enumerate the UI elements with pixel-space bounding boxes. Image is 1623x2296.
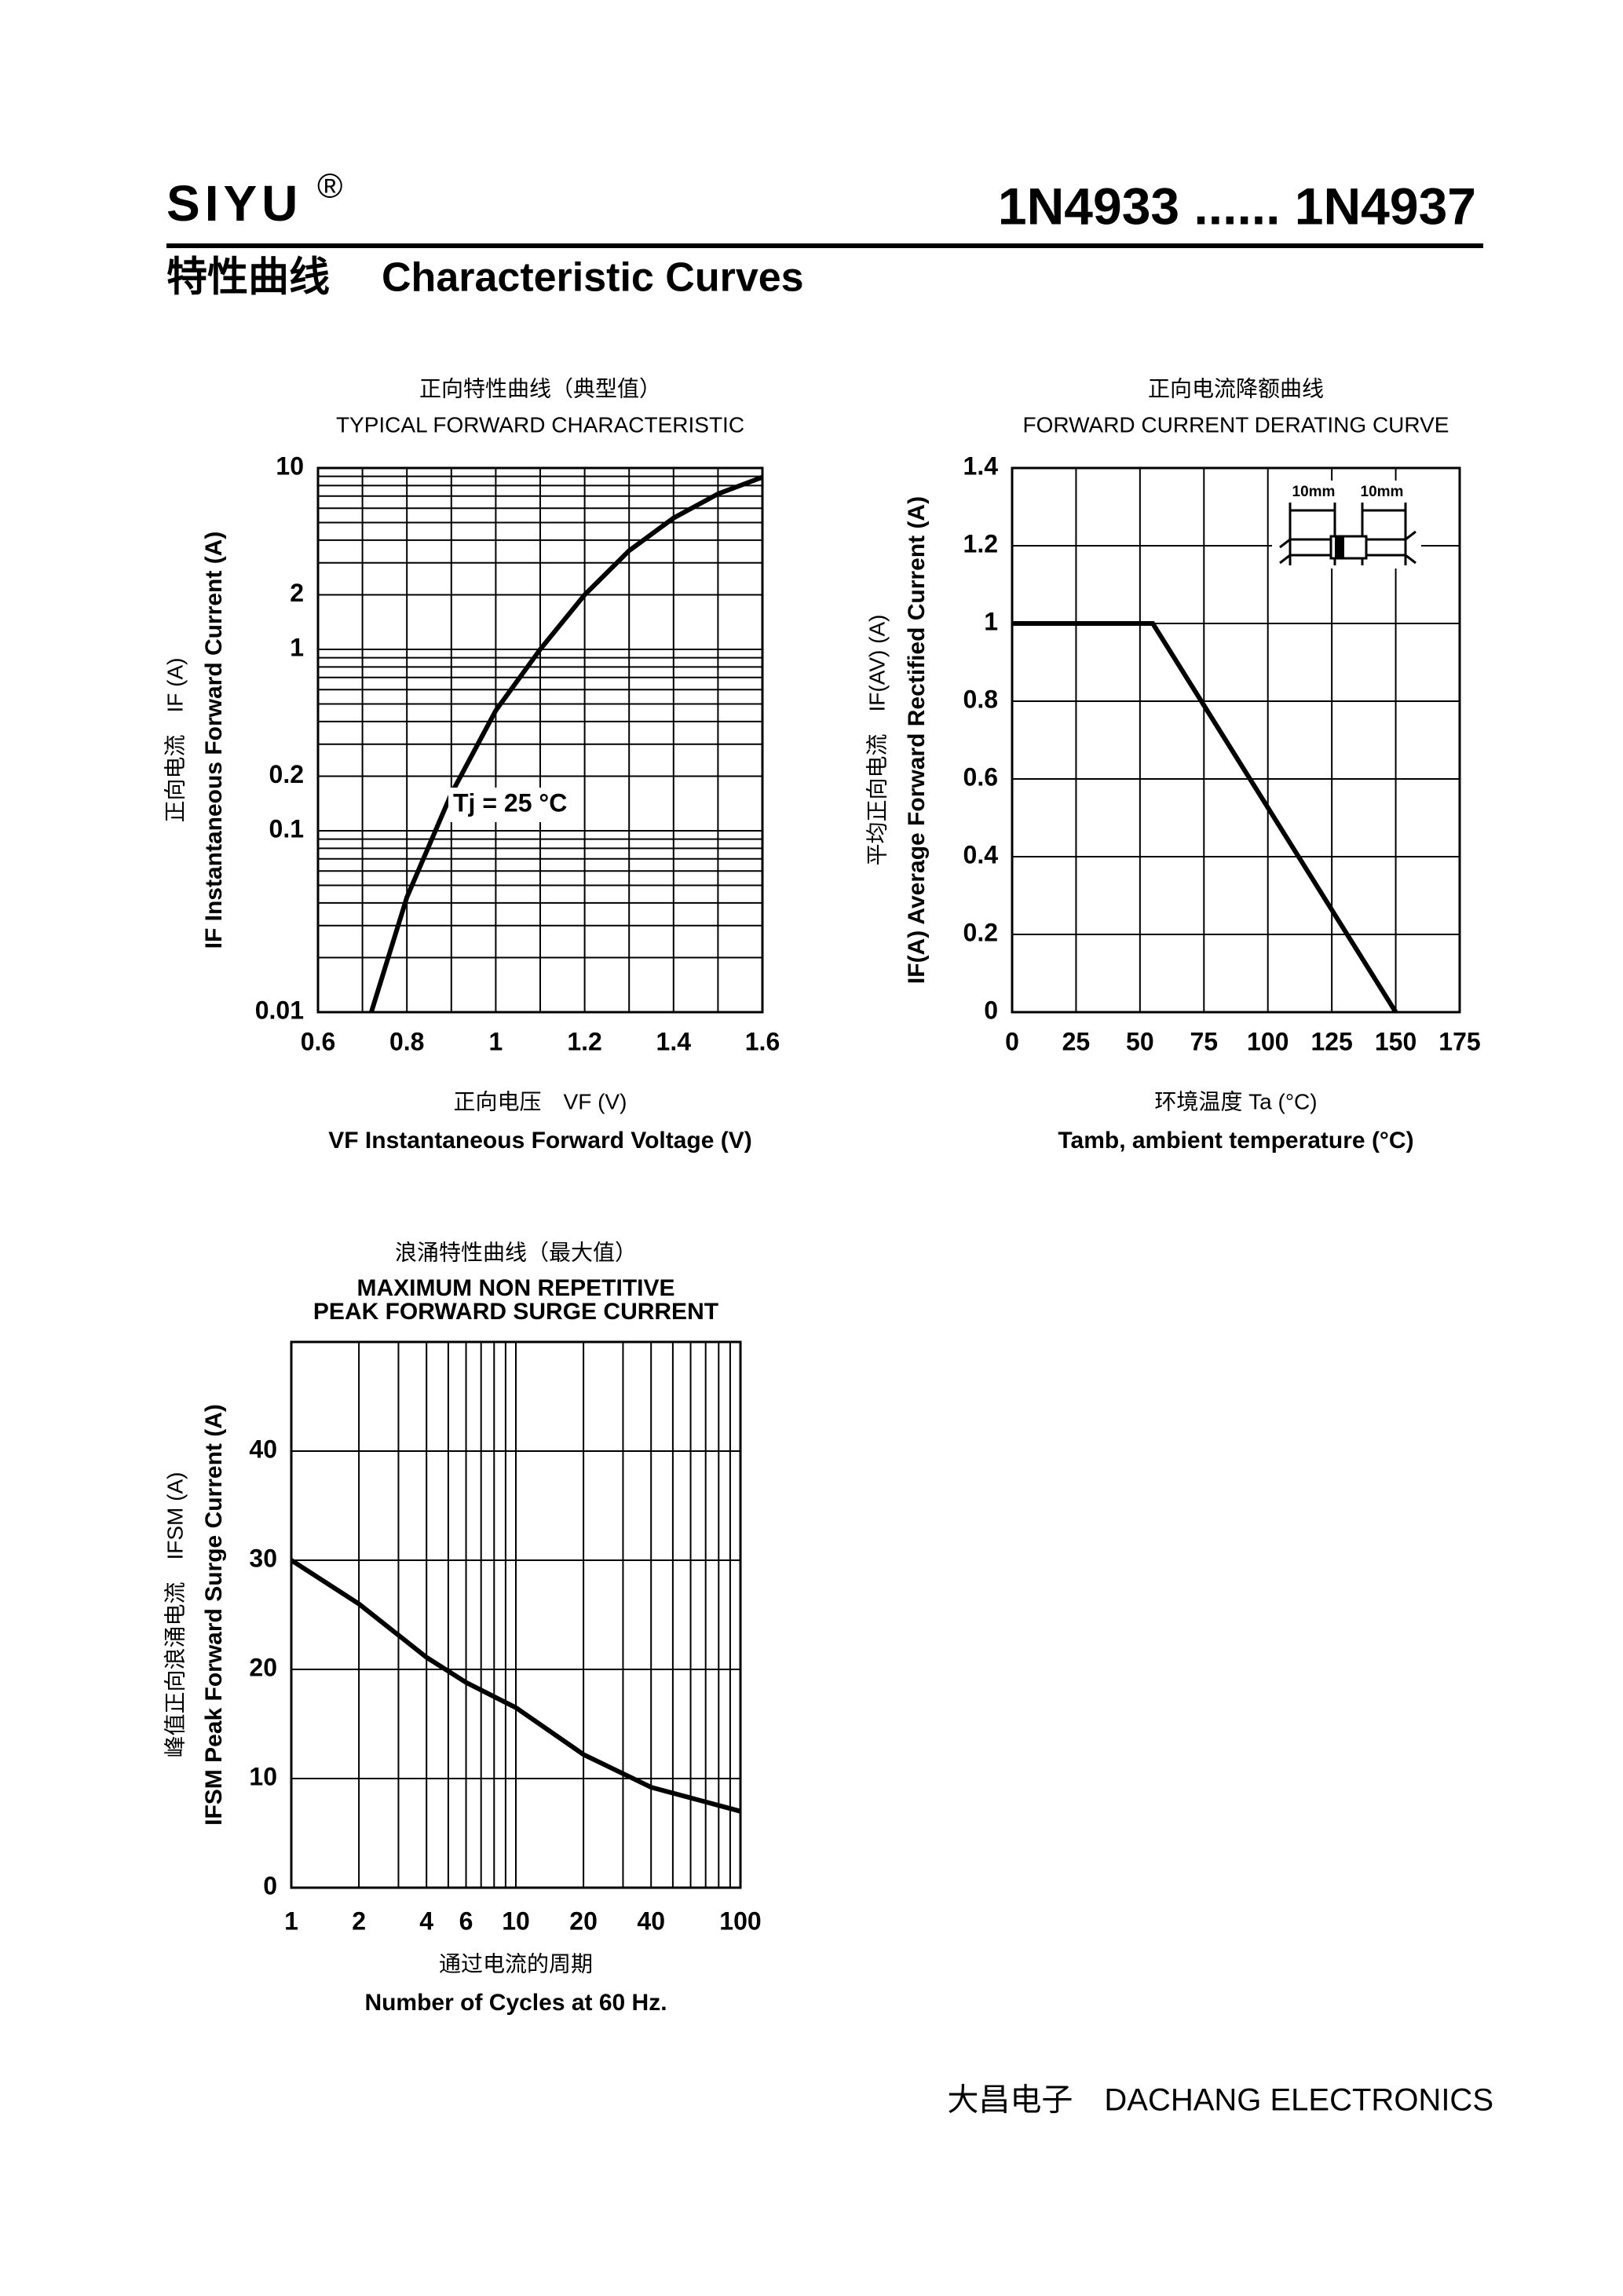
inset-label: 10mm xyxy=(1361,484,1404,500)
x-tick-label: 1 xyxy=(284,1907,298,1935)
x-tick-label: 40 xyxy=(637,1907,665,1935)
registered-mark: ® xyxy=(317,167,342,206)
y-tick-label: 2 xyxy=(290,579,304,607)
x-tick-label: 1 xyxy=(489,1027,503,1055)
inset-hatch xyxy=(1279,538,1291,549)
x-tick-label: 75 xyxy=(1190,1027,1218,1055)
x-tick-label: 0.6 xyxy=(301,1027,335,1055)
x-axis-label: Tamb, ambient temperature (°C) xyxy=(1058,1128,1413,1153)
diode-band xyxy=(1335,536,1344,558)
y-tick-label: 0.1 xyxy=(269,814,304,843)
y-axis-label: 峰值正向浪涌电流 IFSM (A) xyxy=(163,1472,187,1758)
plot-frame xyxy=(1011,466,1461,1014)
x-axis-label: 通过电流的周期 xyxy=(439,1951,593,1976)
y-tick-label: 0.01 xyxy=(255,996,304,1024)
x-tick-label: 100 xyxy=(719,1907,761,1935)
annotation: Tj = 25 °C xyxy=(453,788,567,817)
x-axis-label: Number of Cycles at 60 Hz. xyxy=(364,1990,667,2016)
y-tick-label: 0 xyxy=(984,996,998,1024)
x-tick-label: 1.2 xyxy=(567,1027,601,1055)
inset-hatch xyxy=(1405,530,1416,541)
part-range: 1N4933 ...... 1N4937 xyxy=(998,177,1476,235)
y-axis-label: IF(A) Average Forward Rectified Current … xyxy=(904,496,930,984)
y-tick-label: 1 xyxy=(984,607,998,635)
x-tick-label: 0.8 xyxy=(389,1027,424,1055)
footer: 大昌电子 DACHANG ELECTRONICS xyxy=(947,2083,1493,2118)
chart-title: FORWARD CURRENT DERATING CURVE xyxy=(1023,412,1449,437)
chart-title: TYPICAL FORWARD CHARACTERISTIC xyxy=(336,412,744,437)
section-title-cn: 特性曲线 xyxy=(166,255,330,301)
y-axis-label: IFSM Peak Forward Surge Current (A) xyxy=(201,1404,227,1826)
chart-title: MAXIMUM NON REPETITIVE xyxy=(356,1275,674,1301)
y-tick-label: 10 xyxy=(249,1762,277,1790)
curve xyxy=(1012,621,1398,1014)
chart: 0.6 0.8 1 1.2 1.4 1.6 10 2 1 0.2 0.1 0.01 正向特性曲线（典型值… xyxy=(163,376,780,1153)
curve xyxy=(369,474,764,1013)
x-tick-label: 175 xyxy=(1438,1027,1480,1055)
chart-title: 浪涌特性曲线（最大值） xyxy=(395,1240,637,1264)
y-tick-label: 1 xyxy=(290,633,304,661)
x-tick-label: 1.4 xyxy=(656,1027,692,1055)
chart-title: PEAK FORWARD SURGE CURRENT xyxy=(313,1299,718,1325)
x-tick-label: 2 xyxy=(352,1907,366,1935)
mounting-inset: 10mm 10mm xyxy=(1272,481,1421,569)
x-tick-label: 20 xyxy=(569,1907,598,1935)
x-axis-label: 环境温度 Ta (°C) xyxy=(1154,1089,1317,1113)
x-axis-label: VF Instantaneous Forward Voltage (V) xyxy=(328,1128,752,1153)
x-tick-label: 6 xyxy=(459,1907,473,1935)
curve xyxy=(290,1558,741,1814)
annotation-bg xyxy=(448,788,580,822)
y-tick-label: 10 xyxy=(276,452,304,480)
x-tick-label: 125 xyxy=(1310,1027,1352,1055)
y-tick-label: 0 xyxy=(263,1871,277,1899)
y-tick-label: 30 xyxy=(249,1544,277,1572)
y-tick-label: 0.2 xyxy=(963,918,998,946)
x-tick-label: 1.6 xyxy=(745,1027,780,1055)
y-tick-label: 40 xyxy=(249,1435,277,1463)
chart-title: 正向特性曲线（典型值） xyxy=(419,376,661,400)
x-tick-label: 25 xyxy=(1062,1027,1091,1055)
x-tick-label: 10 xyxy=(502,1907,530,1935)
brand: SIYU xyxy=(166,175,302,232)
y-tick-label: 0.6 xyxy=(963,762,998,791)
y-axis-label: IF Instantaneous Forward Current (A) xyxy=(201,532,227,949)
chart: 1 2 4 6 10 20 40 100 0 10 20 30 40 浪涌特性曲线（最大值） MAXIMUM… xyxy=(163,1240,761,2016)
inset-label: 10mm xyxy=(1292,484,1336,500)
x-tick-label: 100 xyxy=(1247,1027,1289,1055)
inset-hatch xyxy=(1279,554,1291,565)
section-title-en: Characteristic Curves xyxy=(382,255,804,301)
chart: 0 25 50 75 100 125 150 175 0 0.2 0.4 0.6 0.8 1 1.2 1.4 正… xyxy=(865,376,1480,1153)
plot-frame xyxy=(316,466,764,1014)
y-axis-label: 平均正向电流 IF(AV) (A) xyxy=(865,615,889,866)
y-axis-label: 正向电流 IF (A) xyxy=(163,658,187,823)
x-tick-label: 50 xyxy=(1126,1027,1154,1055)
y-tick-label: 0.4 xyxy=(963,840,999,868)
chart-title: 正向电流降额曲线 xyxy=(1148,376,1324,400)
x-tick-label: 0 xyxy=(1005,1027,1019,1055)
y-tick-label: 20 xyxy=(249,1653,277,1681)
y-tick-label: 0.2 xyxy=(269,760,304,788)
inset-hatch xyxy=(1405,554,1416,565)
y-tick-label: 0.8 xyxy=(963,685,998,713)
x-tick-label: 4 xyxy=(419,1907,433,1935)
x-tick-label: 150 xyxy=(1375,1027,1416,1055)
y-tick-label: 1.4 xyxy=(963,452,999,480)
x-axis-label: 正向电压 VF (V) xyxy=(454,1089,627,1113)
plot-frame xyxy=(290,1340,742,1889)
y-tick-label: 1.2 xyxy=(963,529,998,558)
